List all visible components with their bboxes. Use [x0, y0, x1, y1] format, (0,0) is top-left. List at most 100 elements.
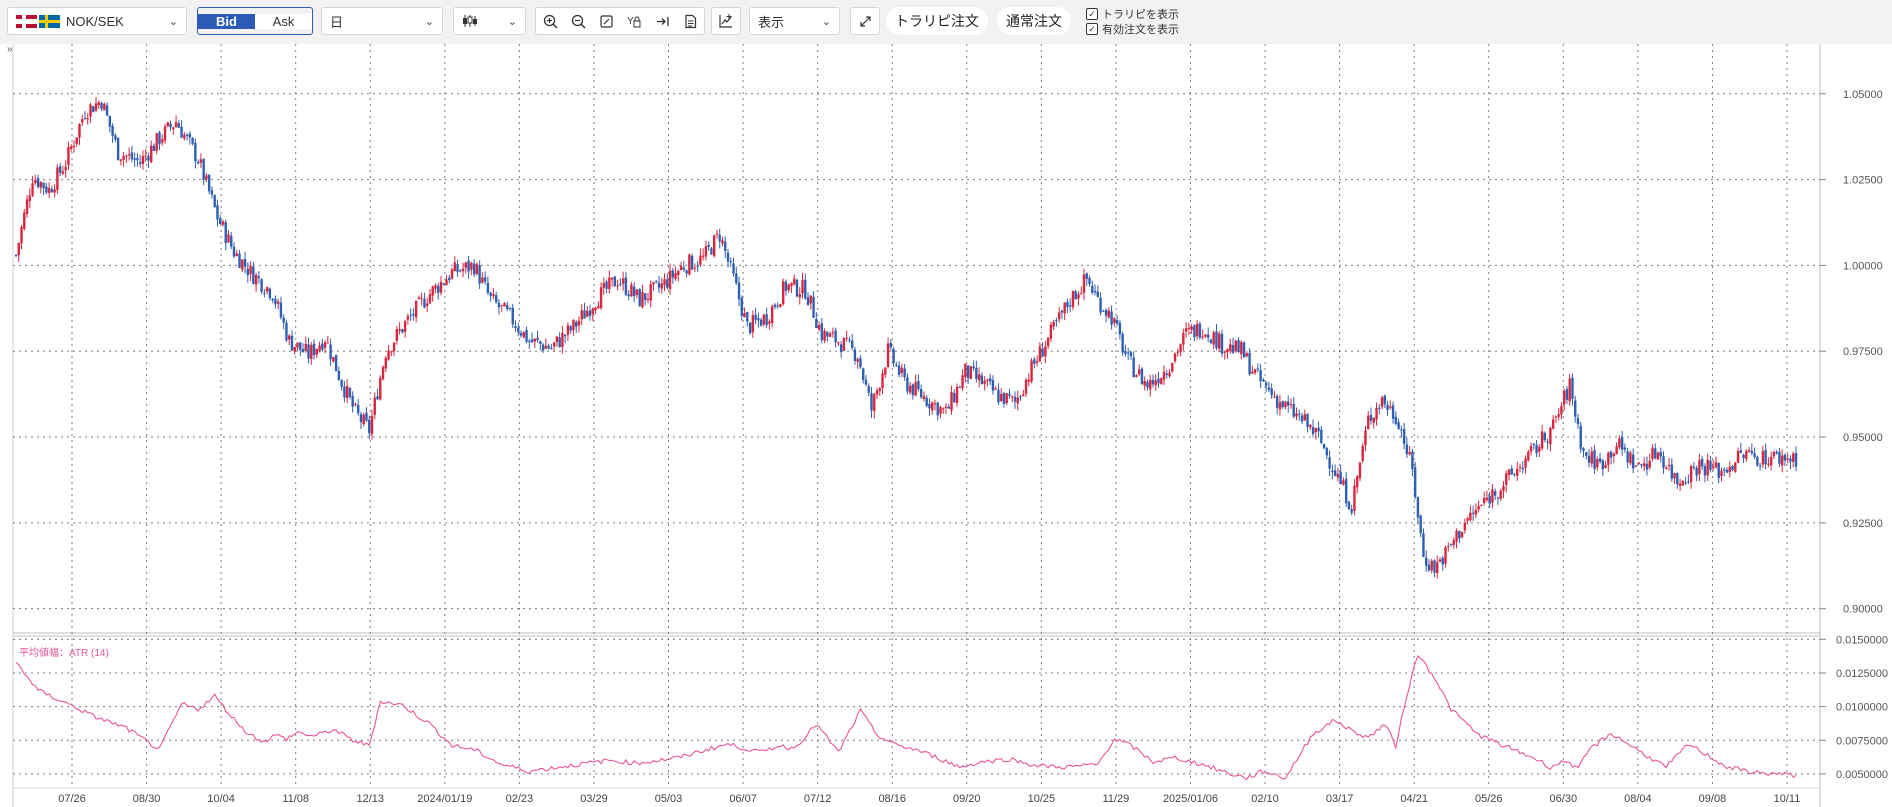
fit-screen-icon[interactable] — [592, 8, 620, 34]
candle-body — [45, 186, 48, 193]
expand-button[interactable] — [850, 7, 880, 35]
normal-order-button[interactable]: 通常注文 — [997, 7, 1071, 35]
candle-body — [406, 316, 410, 320]
candle-body — [679, 266, 683, 271]
candle-body — [329, 344, 332, 360]
candle-body — [1195, 323, 1199, 337]
collapse-panel-icon[interactable]: » — [7, 44, 13, 55]
candle-body — [100, 103, 103, 109]
zoom-in-icon[interactable] — [536, 8, 564, 34]
candle-body — [1516, 468, 1519, 476]
candle-body — [111, 125, 114, 136]
candle-body — [1786, 458, 1789, 460]
candle-body — [1692, 466, 1696, 468]
price-axis-label: 0.97500 — [1843, 346, 1883, 358]
indicator-button[interactable] — [711, 7, 741, 35]
candle-body — [544, 345, 548, 349]
candle-body — [1303, 414, 1306, 421]
candle-body — [14, 254, 18, 256]
candle-body — [1358, 462, 1362, 478]
candle-body — [1209, 339, 1213, 344]
show-trail-checkbox[interactable]: ✓ トラリピを表示 — [1086, 6, 1179, 22]
candle-body — [1482, 497, 1486, 504]
candle-body — [1764, 450, 1767, 465]
chart-area[interactable]: » 1.05000 1.02500 1.00000 0.97500 0.95000 0.9… — [0, 44, 1892, 807]
candle-body — [795, 279, 799, 297]
candle-body — [169, 123, 172, 128]
candle-body — [1000, 393, 1003, 402]
candle-body — [743, 312, 746, 318]
candle-body — [390, 351, 393, 353]
candle-body — [1140, 368, 1144, 385]
candle-body — [919, 389, 923, 398]
candle-body — [34, 179, 37, 184]
candle-body — [619, 283, 622, 285]
candle-body — [304, 343, 307, 351]
candle-body — [1102, 310, 1105, 312]
candle-body — [1458, 531, 1461, 539]
scroll-to-latest-icon[interactable] — [648, 8, 676, 34]
candle-body — [136, 157, 139, 161]
candle-body — [677, 270, 680, 276]
candle-body — [288, 335, 291, 340]
candle-body — [627, 294, 630, 297]
candle-body — [1665, 467, 1668, 469]
candle-body — [334, 354, 338, 372]
candle-body — [1496, 497, 1500, 499]
chart-style-select[interactable]: ⌄ — [453, 7, 526, 35]
candle-body — [1582, 448, 1585, 451]
show-active-checkbox[interactable]: ✓ 有効注文を表示 — [1086, 21, 1179, 37]
candle-body — [260, 279, 263, 292]
candle-body — [1698, 460, 1701, 475]
candle-body — [768, 321, 771, 324]
currency-flags-icon — [16, 14, 60, 28]
document-icon[interactable] — [676, 8, 704, 34]
candle-body — [425, 303, 429, 306]
trail-order-button[interactable]: トラリピ注文 — [886, 7, 988, 35]
pair-select[interactable]: NOK/SEK ⌄ — [7, 7, 187, 35]
candle-body — [726, 252, 730, 262]
candle-body — [1011, 396, 1014, 398]
candle-body — [351, 395, 354, 407]
candle-body — [610, 277, 614, 280]
candle-body — [69, 146, 73, 149]
candle-body — [1629, 452, 1632, 464]
candle-body — [158, 132, 161, 145]
candle-body — [246, 268, 250, 276]
candle-body — [770, 306, 774, 323]
candle-body — [1736, 450, 1740, 463]
timeframe-select[interactable]: 日 ⌄ — [321, 7, 443, 35]
candle-body — [232, 246, 236, 257]
candle-body — [1149, 379, 1152, 390]
candle-body — [1057, 312, 1061, 320]
candle-body — [931, 402, 934, 411]
candle-body — [1350, 509, 1353, 513]
candle-body — [1080, 293, 1083, 295]
candle-body — [1471, 512, 1475, 514]
zoom-out-icon[interactable] — [564, 8, 592, 34]
candle-body — [933, 403, 937, 405]
candle-body — [1077, 294, 1080, 299]
candle-body — [594, 307, 597, 311]
candle-body — [1604, 464, 1607, 468]
ask-button[interactable]: Ask — [255, 13, 312, 29]
candle-body — [1245, 353, 1249, 357]
candle-body — [108, 115, 112, 127]
candle-body — [1201, 336, 1204, 338]
candle-body — [1356, 476, 1359, 488]
view-select[interactable]: 表示 ⌄ — [749, 7, 840, 35]
candle-body — [506, 304, 509, 309]
candle-body — [1160, 378, 1163, 385]
y-axis-lock-icon[interactable]: Y — [620, 8, 648, 34]
candle-body — [597, 306, 600, 309]
candle-body — [398, 329, 401, 331]
candle-body — [975, 368, 978, 379]
candle-body — [174, 122, 178, 128]
bid-button[interactable]: Bid — [198, 13, 255, 29]
date-axis-label: 02/10 — [1251, 793, 1279, 805]
candle-body — [608, 277, 611, 290]
candle-body — [1361, 445, 1364, 461]
candle-body — [1157, 378, 1160, 384]
candle-body — [428, 294, 432, 304]
candle-body — [911, 384, 915, 396]
